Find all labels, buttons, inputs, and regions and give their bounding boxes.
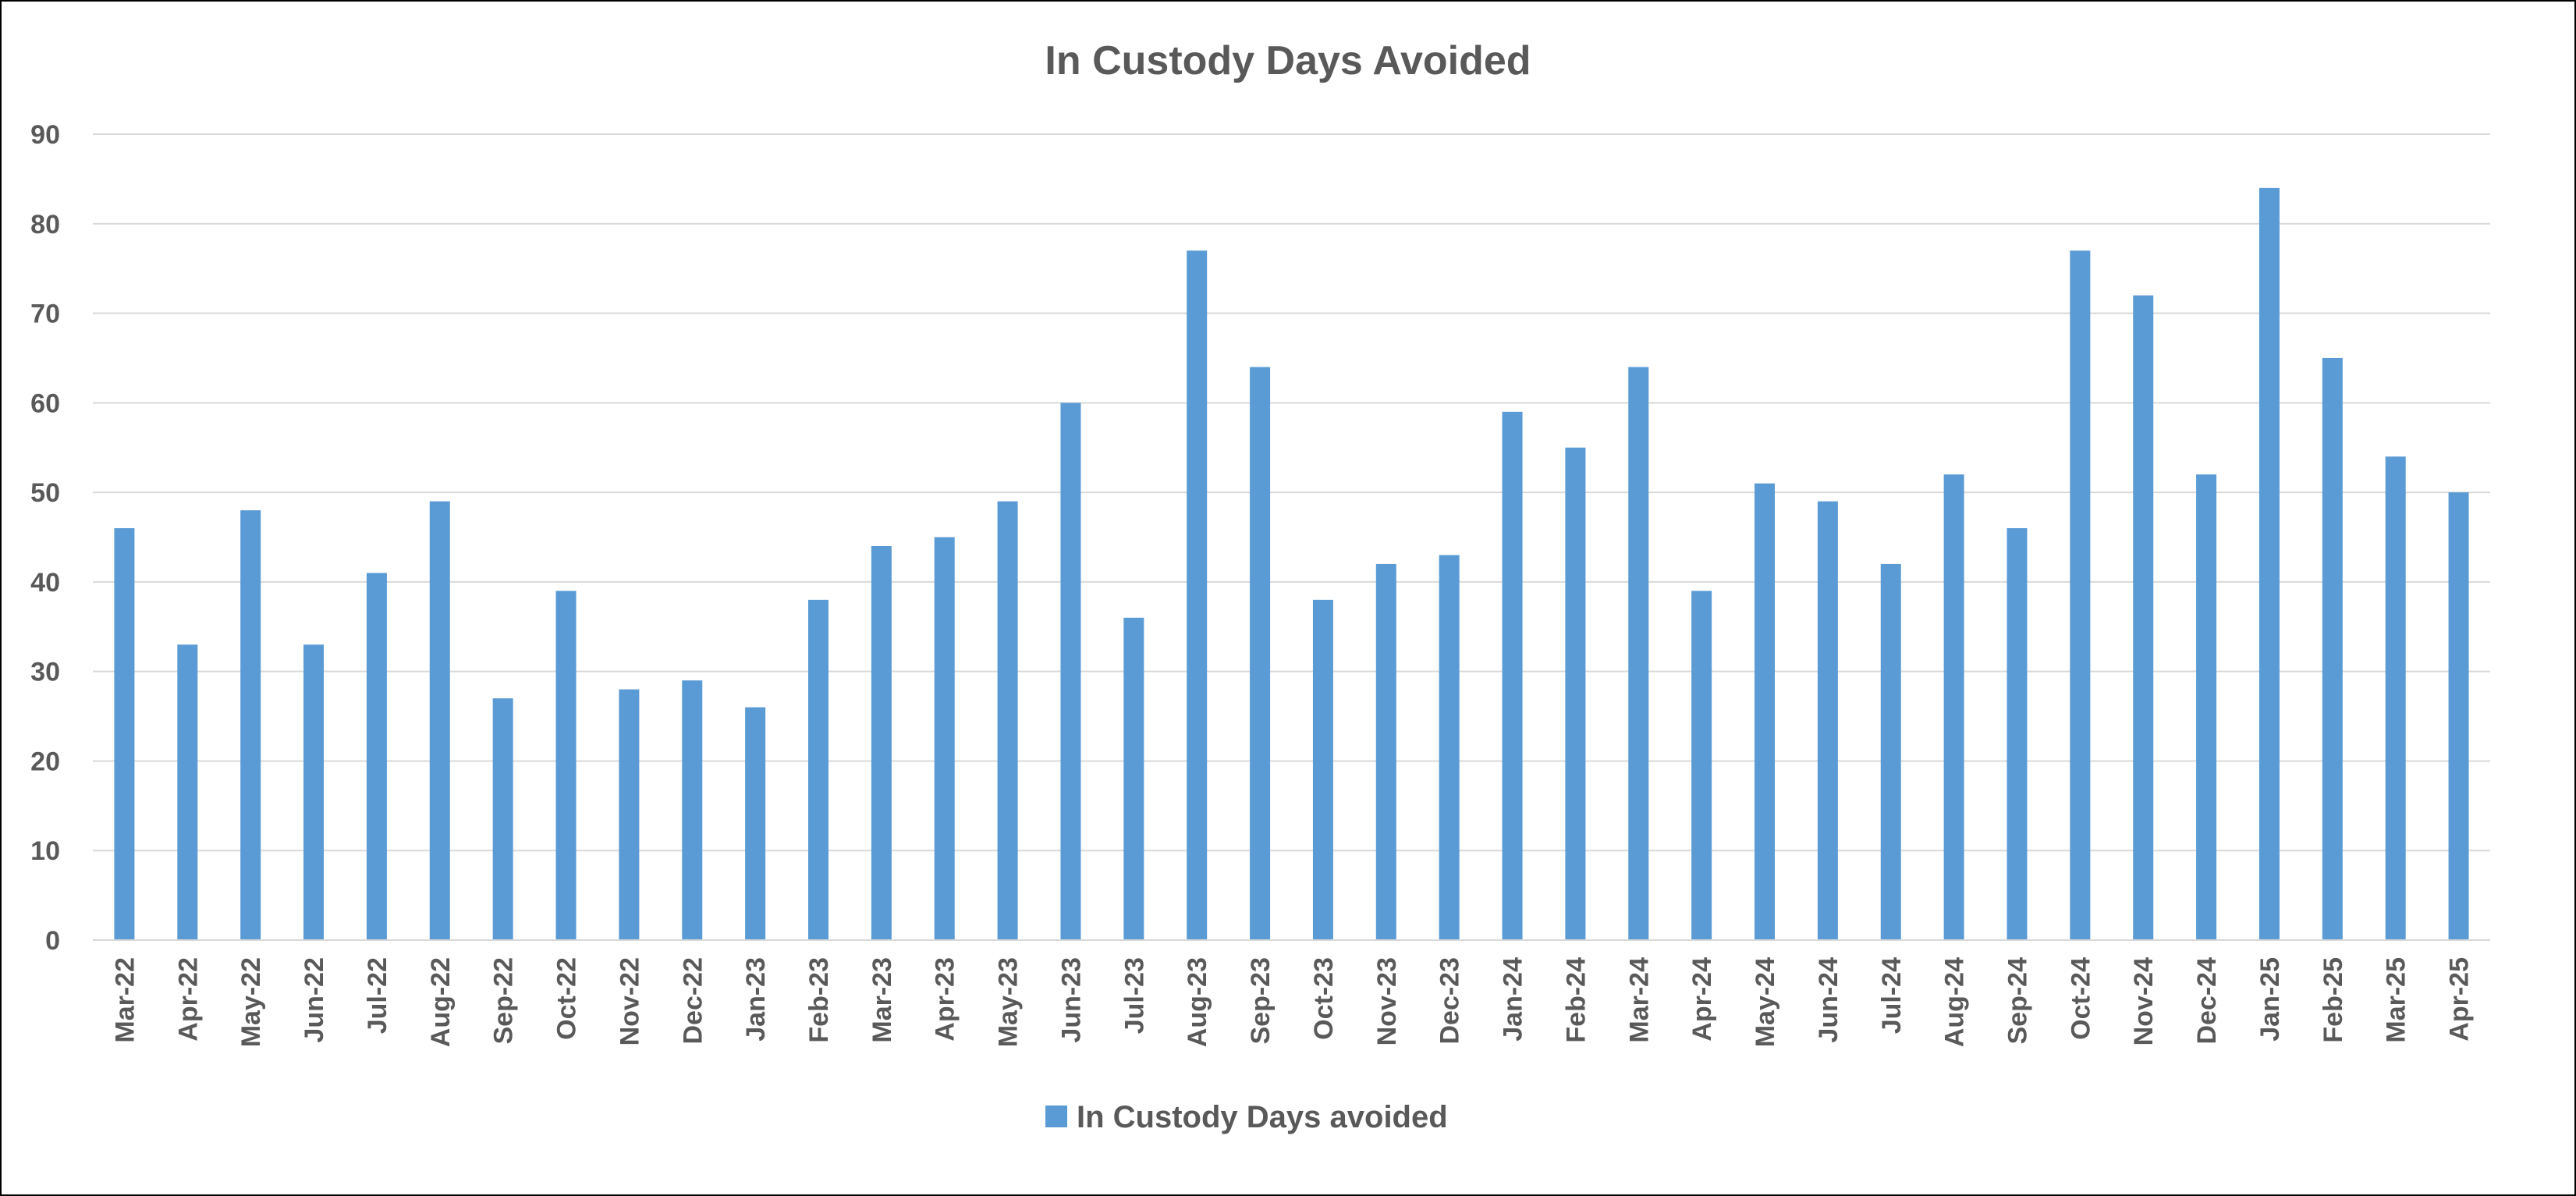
x-tick-label: Jun-23 bbox=[1056, 957, 1086, 1043]
bar-mar-24 bbox=[1628, 367, 1649, 940]
x-tick-label: Aug-22 bbox=[426, 957, 456, 1047]
bar-oct-23 bbox=[1312, 599, 1333, 940]
x-tick-label: Mar-22 bbox=[110, 957, 140, 1043]
x-tick-label: May-23 bbox=[994, 957, 1024, 1047]
x-tick-label: Oct-24 bbox=[2066, 957, 2095, 1040]
y-tick-label: 20 bbox=[30, 747, 60, 776]
bar-mar-23 bbox=[871, 545, 892, 940]
x-tick-label: Apr-24 bbox=[1687, 957, 1717, 1042]
gridlines bbox=[93, 133, 2490, 852]
x-tick-label: Mar-24 bbox=[1624, 957, 1654, 1043]
x-tick-label: Nov-24 bbox=[2129, 957, 2159, 1045]
y-axis-ticks: 0 10 20 30 40 50 60 70 80 90 bbox=[30, 120, 60, 956]
x-tick-label: Nov-22 bbox=[615, 957, 644, 1045]
x-tick-label: Feb-24 bbox=[1561, 957, 1591, 1043]
bar-jun-23 bbox=[1060, 403, 1081, 940]
x-tick-label: Jun-24 bbox=[1814, 957, 1843, 1043]
x-tick-label: May-22 bbox=[236, 957, 266, 1047]
x-tick-label: Dec-22 bbox=[678, 957, 708, 1045]
x-tick-label: Feb-23 bbox=[804, 957, 834, 1043]
x-tick-label: Jun-22 bbox=[300, 957, 329, 1043]
bar-nov-23 bbox=[1375, 563, 1396, 940]
x-tick-label: Apr-25 bbox=[2445, 957, 2475, 1042]
bar-feb-24 bbox=[1565, 447, 1586, 940]
bar-oct-22 bbox=[555, 591, 577, 940]
x-tick-label: Dec-24 bbox=[2192, 957, 2222, 1045]
bar-feb-23 bbox=[807, 599, 829, 940]
x-tick-label: Jul-22 bbox=[363, 957, 392, 1034]
bar-aug-24 bbox=[1943, 474, 1964, 940]
bar-jan-23 bbox=[745, 707, 766, 940]
bar-sep-24 bbox=[2007, 528, 2028, 940]
bar-sep-22 bbox=[492, 698, 513, 940]
bar-jun-22 bbox=[303, 644, 325, 940]
x-tick-label: Jan-24 bbox=[1499, 957, 1528, 1042]
bars bbox=[114, 187, 2469, 941]
y-tick-label: 30 bbox=[30, 658, 60, 687]
bar-dec-24 bbox=[2196, 474, 2217, 940]
legend-swatch bbox=[1045, 1106, 1067, 1127]
x-tick-label: Aug-23 bbox=[1183, 957, 1212, 1047]
x-tick-label: Apr-23 bbox=[931, 957, 960, 1042]
bar-aug-22 bbox=[429, 501, 450, 940]
bar-may-23 bbox=[997, 501, 1018, 940]
legend: In Custody Days avoided bbox=[1045, 1100, 1448, 1134]
bar-apr-25 bbox=[2448, 492, 2469, 940]
bar-nov-22 bbox=[619, 689, 640, 940]
bar-mar-22 bbox=[114, 528, 135, 940]
x-tick-label: May-24 bbox=[1751, 957, 1780, 1047]
x-tick-label: Feb-25 bbox=[2319, 957, 2348, 1043]
bar-aug-23 bbox=[1187, 250, 1208, 940]
x-tick-label: Sep-24 bbox=[2003, 957, 2032, 1045]
y-tick-label: 40 bbox=[30, 568, 60, 598]
bar-dec-22 bbox=[682, 680, 703, 940]
bar-jul-22 bbox=[366, 573, 387, 940]
x-tick-label: Jan-25 bbox=[2255, 957, 2285, 1042]
x-tick-label: Mar-25 bbox=[2382, 957, 2411, 1043]
x-tick-label: Jul-24 bbox=[1877, 957, 1907, 1034]
x-tick-label: Aug-24 bbox=[1940, 957, 1970, 1047]
y-tick-label: 90 bbox=[30, 120, 60, 150]
bar-feb-25 bbox=[2322, 357, 2343, 940]
bar-may-24 bbox=[1755, 483, 1776, 940]
y-tick-label: 70 bbox=[30, 300, 60, 329]
bar-apr-24 bbox=[1691, 591, 1712, 940]
x-tick-label: Dec-23 bbox=[1435, 957, 1465, 1045]
bar-jan-24 bbox=[1502, 411, 1523, 940]
bar-jun-24 bbox=[1817, 501, 1838, 940]
x-tick-label: Sep-22 bbox=[489, 957, 519, 1045]
x-tick-label: Apr-22 bbox=[173, 957, 203, 1042]
bar-apr-23 bbox=[934, 537, 955, 940]
x-tick-label: Nov-23 bbox=[1372, 957, 1402, 1045]
y-tick-label: 80 bbox=[30, 210, 60, 240]
x-tick-label: Jan-23 bbox=[741, 957, 771, 1042]
bar-dec-23 bbox=[1439, 555, 1460, 940]
bar-mar-25 bbox=[2385, 456, 2406, 940]
legend-label: In Custody Days avoided bbox=[1077, 1100, 1448, 1134]
bar-sep-23 bbox=[1250, 367, 1271, 940]
x-axis-ticks: Mar-22 Apr-22 May-22 Jun-22 Jul-22 Aug-22 Sep-… bbox=[110, 957, 2474, 1047]
bar-may-22 bbox=[240, 510, 261, 940]
chart-title: In Custody Days Avoided bbox=[1045, 38, 1531, 83]
bar-jan-25 bbox=[2258, 187, 2280, 940]
y-tick-label: 0 bbox=[45, 926, 60, 956]
y-tick-label: 10 bbox=[30, 836, 60, 866]
y-tick-label: 50 bbox=[30, 478, 60, 508]
x-tick-label: Oct-22 bbox=[552, 957, 582, 1040]
x-tick-label: Sep-23 bbox=[1246, 957, 1276, 1045]
bar-jul-23 bbox=[1123, 617, 1144, 940]
bar-jul-24 bbox=[1880, 563, 1901, 940]
x-tick-label: Oct-23 bbox=[1309, 957, 1339, 1040]
bar-oct-24 bbox=[2070, 250, 2091, 940]
x-tick-label: Jul-23 bbox=[1119, 957, 1149, 1034]
bar-nov-24 bbox=[2133, 295, 2154, 941]
y-tick-label: 60 bbox=[30, 389, 60, 418]
bar-apr-22 bbox=[177, 644, 198, 940]
x-tick-label: Mar-23 bbox=[868, 957, 897, 1043]
